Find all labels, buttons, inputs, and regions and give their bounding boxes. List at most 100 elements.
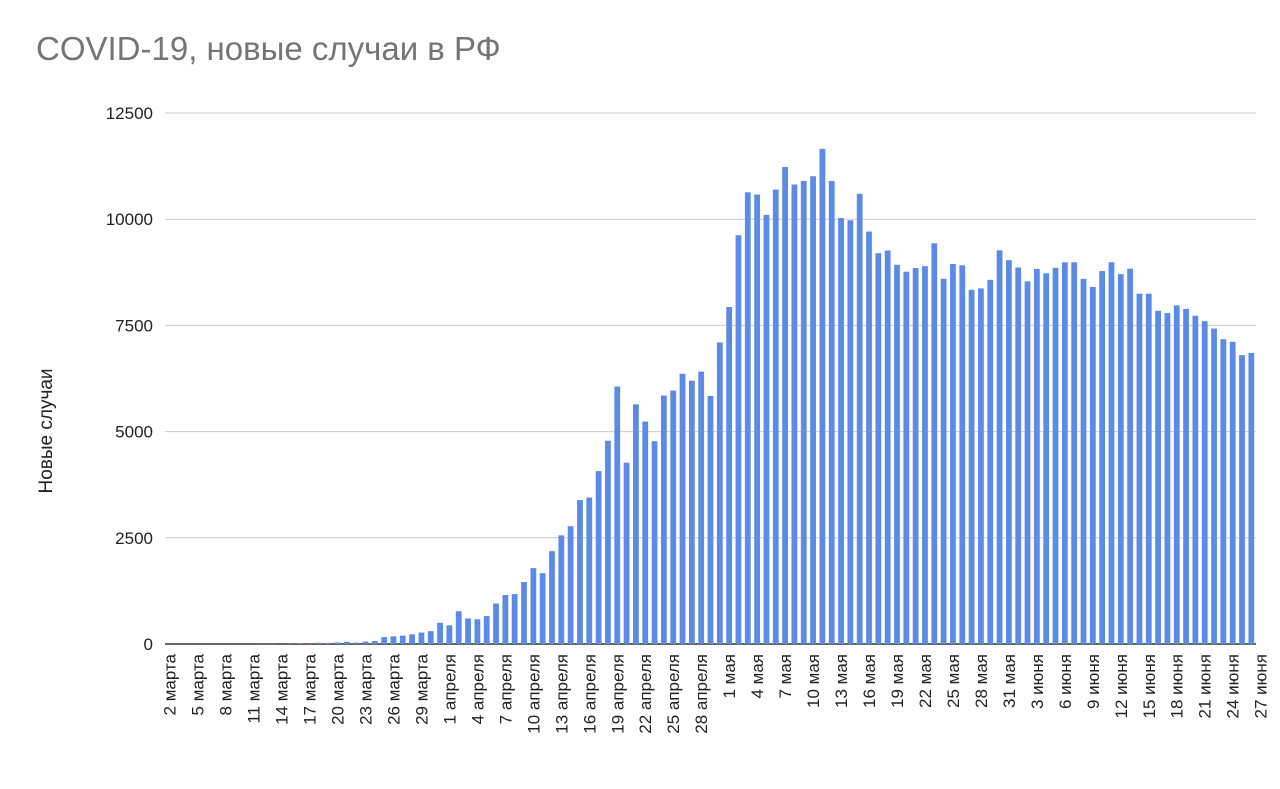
x-tick-label: 10 мая: [804, 654, 823, 708]
bar: [726, 307, 733, 644]
bar: [455, 611, 462, 644]
bar: [474, 619, 481, 644]
bar: [782, 166, 788, 645]
bar: [959, 265, 966, 644]
bar: [399, 635, 406, 644]
x-tick-label: 25 апреля: [664, 654, 683, 734]
bar: [1173, 305, 1180, 644]
bar: [950, 263, 956, 644]
bar: [912, 268, 919, 644]
bar: [875, 253, 882, 644]
x-tick-label: 24 июня: [1224, 654, 1243, 718]
bar: [1136, 293, 1143, 644]
bar: [390, 636, 397, 644]
bar: [493, 603, 499, 644]
y-tick-labels: 0 2500 5000 7500 10000 12500: [106, 104, 153, 654]
bar: [978, 288, 984, 644]
x-tick-label: 27 июня: [1252, 654, 1271, 718]
bar: [1043, 273, 1050, 644]
bar: [418, 632, 425, 644]
x-tick-label: 4 мая: [748, 654, 767, 699]
bar: [838, 218, 844, 644]
x-tick-label: 25 мая: [944, 654, 963, 708]
y-tick-label: 5000: [115, 423, 153, 442]
bar: [1108, 262, 1115, 644]
bar: [1015, 267, 1022, 644]
bar: [427, 631, 434, 644]
x-tick-label: 12 июня: [1112, 654, 1131, 718]
bar: [502, 594, 509, 644]
x-tick-label: 7 апреля: [496, 654, 515, 724]
bar: [530, 568, 537, 644]
bar: [605, 440, 611, 644]
y-tick-label: 2500: [115, 529, 153, 548]
x-tick-label: 11 марта: [245, 653, 264, 723]
bar: [735, 235, 742, 644]
bar: [894, 264, 900, 644]
x-tick-label: 23 марта: [356, 653, 375, 724]
bar: [567, 526, 574, 644]
x-tick-label: 1 мая: [720, 654, 739, 699]
bar: [1183, 308, 1189, 644]
bar: [1201, 321, 1208, 644]
bar: [343, 641, 350, 644]
x-tick-label: 6 июня: [1056, 654, 1075, 709]
bar: [549, 551, 555, 644]
x-tick-label: 19 мая: [888, 654, 907, 708]
x-tick-label: 14 марта: [273, 653, 292, 724]
bar: [1099, 271, 1106, 644]
bar: [1145, 293, 1152, 644]
bar: [810, 176, 816, 644]
bar: [586, 497, 593, 644]
bar: [465, 618, 471, 644]
bar: [1071, 262, 1078, 644]
bar: [511, 594, 518, 644]
x-tick-labels: 2 марта 5 марта 8 марта 11 марта 14 марта 17 …: [161, 653, 1271, 733]
bar: [819, 148, 826, 644]
x-tick-label: 31 мая: [1000, 654, 1019, 708]
y-tick-label: 7500: [115, 316, 153, 335]
bar: [1052, 267, 1059, 644]
x-tick-label: 4 апреля: [468, 654, 487, 724]
bar: [642, 421, 649, 644]
bar: [483, 616, 490, 644]
bar: [325, 642, 332, 644]
bar: [614, 386, 621, 644]
bar: [1220, 339, 1227, 644]
bar: [1164, 313, 1171, 644]
y-tick-label: 10000: [106, 210, 153, 229]
y-axis-title: Новые случаи: [36, 368, 57, 493]
bar: [1192, 315, 1199, 644]
bar: [1061, 262, 1068, 644]
bar: [744, 192, 751, 644]
x-tick-label: 10 апреля: [524, 654, 543, 734]
x-tick-label: 5 марта: [189, 653, 208, 715]
x-tick-label: 19 апреля: [608, 654, 627, 734]
x-tick-label: 2 марта: [161, 653, 180, 715]
bar: [679, 373, 686, 644]
bar: [931, 243, 938, 644]
bar: [866, 231, 872, 644]
bar: [968, 289, 975, 644]
x-tick-label: 18 июня: [1168, 654, 1187, 718]
bar: [446, 625, 453, 644]
bar: [1024, 281, 1031, 644]
y-tick-label: 0: [144, 635, 153, 654]
x-tick-label: 28 апреля: [692, 654, 711, 734]
bar: [922, 266, 928, 644]
x-tick-label: 29 марта: [412, 653, 431, 724]
bar: [856, 193, 863, 644]
x-tick-label: 1 апреля: [440, 654, 459, 724]
x-tick-label: 3 июня: [1028, 654, 1047, 709]
x-tick-label: 22 мая: [916, 654, 935, 708]
x-tick-label: 28 мая: [972, 654, 991, 708]
bars: [176, 148, 1255, 645]
bar: [940, 278, 947, 644]
x-tick-label: 13 мая: [832, 654, 851, 708]
bar: [791, 184, 798, 644]
bar: [539, 573, 546, 644]
bar: [297, 643, 304, 644]
x-tick-label: 17 марта: [301, 653, 320, 724]
bar: [437, 622, 443, 644]
